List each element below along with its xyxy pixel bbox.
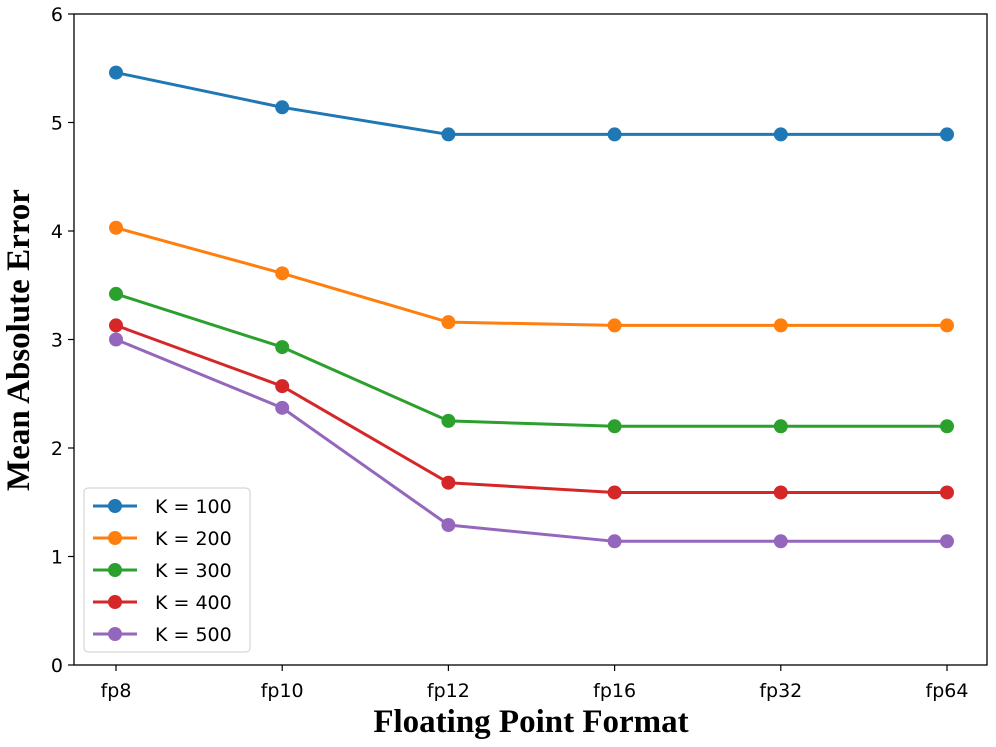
data-point	[940, 127, 954, 142]
data-point	[940, 318, 954, 333]
y-tick-label: 4	[51, 221, 63, 243]
x-tick-label: fp10	[261, 680, 304, 702]
x-tick-label: fp8	[101, 680, 132, 702]
x-tick-label: fp32	[759, 680, 802, 702]
data-point	[940, 534, 954, 549]
legend-marker	[108, 499, 122, 513]
data-point	[275, 266, 290, 281]
data-point	[607, 419, 622, 434]
data-point	[441, 413, 456, 428]
data-point	[441, 475, 456, 490]
data-point	[607, 318, 622, 333]
series-line-k100	[115, 71, 947, 136]
data-point	[441, 127, 456, 142]
data-point	[275, 379, 290, 394]
data-point	[109, 318, 123, 333]
legend-marker	[108, 563, 122, 577]
data-point	[607, 127, 622, 142]
y-tick-label: 5	[51, 113, 63, 135]
y-tick-label: 3	[51, 330, 63, 352]
data-point	[109, 332, 123, 347]
data-point	[940, 485, 954, 500]
series-line-k300	[115, 292, 947, 428]
data-point	[109, 220, 123, 235]
data-point	[773, 485, 788, 500]
x-axis-title: Floating Point Format	[373, 704, 688, 740]
data-point	[109, 286, 123, 301]
legend-marker	[108, 627, 122, 641]
data-point	[940, 419, 954, 434]
legend-frame	[83, 487, 251, 653]
data-point	[773, 127, 788, 142]
data-point	[109, 65, 123, 80]
data-point	[773, 419, 788, 434]
legend-marker	[108, 531, 122, 545]
legend-label: K = 500	[155, 624, 232, 646]
data-point	[773, 534, 788, 549]
y-tick-label: 0	[51, 655, 63, 677]
legend-marker	[108, 595, 122, 609]
data-point	[275, 400, 290, 415]
legend-label: K = 200	[155, 528, 232, 550]
legend-label: K = 400	[155, 592, 232, 614]
x-tick-label: fp12	[427, 680, 470, 702]
data-point	[607, 534, 622, 549]
series-line-k500	[115, 338, 947, 543]
x-tick-label: fp64	[926, 680, 969, 702]
y-tick-label: 2	[51, 438, 63, 460]
data-point	[441, 518, 456, 533]
data-point	[607, 485, 622, 500]
data-point	[773, 318, 788, 333]
data-point	[275, 340, 290, 355]
legend-label: K = 100	[155, 496, 232, 518]
series-line-k200	[115, 226, 947, 327]
series-line-k400	[115, 323, 947, 494]
legend-label: K = 300	[155, 560, 232, 582]
data-point	[275, 100, 290, 115]
y-axis-title: Mean Absolute Error	[1, 189, 37, 491]
x-tick-label: fp16	[593, 680, 636, 702]
data-point	[441, 315, 456, 330]
y-tick-label: 6	[51, 4, 63, 26]
legend: K = 100 K = 200 K = 300 K = 400 K = 500	[83, 487, 251, 653]
y-tick-label: 1	[51, 547, 63, 569]
